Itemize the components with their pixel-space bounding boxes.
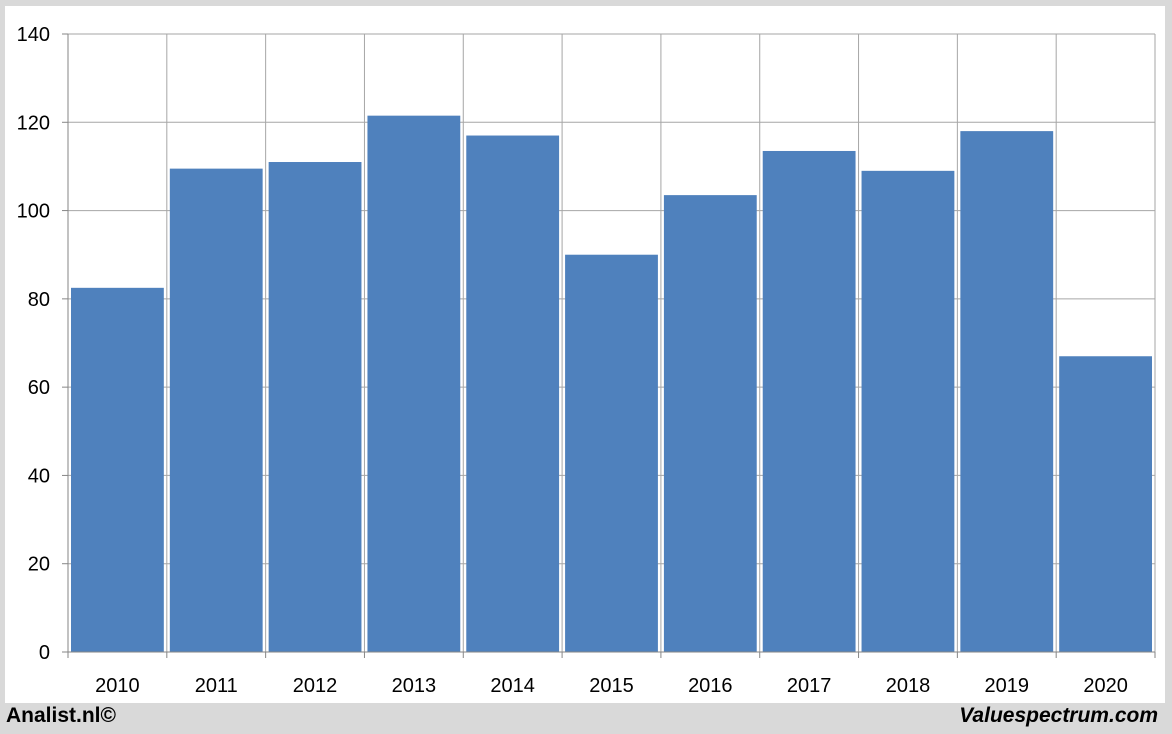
bar-2010 (71, 287, 164, 652)
y-tick-label: 0 (39, 642, 50, 664)
valuespectrum-credit: Valuespectrum.com (959, 704, 1158, 727)
y-tick-label: 60 (28, 377, 50, 399)
bar-2018 (861, 170, 955, 653)
bar-2019 (960, 131, 1054, 653)
bar-2016 (663, 195, 757, 652)
bar-2015 (565, 254, 658, 652)
x-tick-labels: 2010 2011 2012 2013 2014 2015 2016 2017 2018 2019… (95, 675, 1128, 697)
bar-2012 (268, 162, 362, 652)
bar-2013 (367, 115, 461, 652)
x-tick-label: 2018 (886, 675, 931, 697)
x-tick-label: 2016 (688, 675, 733, 697)
chart-area: 0 20 40 60 80 100 120 140 2010 2011 2012 2013 2014 2… (5, 6, 1165, 703)
bar-2020 (1059, 356, 1152, 652)
y-tick-label: 20 (28, 554, 50, 576)
y-tick-label: 80 (28, 289, 50, 311)
bars (71, 115, 1152, 653)
x-tick-label: 2017 (787, 675, 832, 697)
x-tick-label: 2019 (985, 675, 1030, 697)
x-tick-label: 2010 (95, 675, 140, 697)
y-tick-label: 120 (17, 112, 50, 134)
x-tick-label: 2014 (490, 675, 535, 697)
bar-2011 (169, 168, 263, 652)
axes (62, 33, 1156, 658)
y-tick-label: 100 (17, 201, 50, 223)
x-tick-label: 2015 (589, 675, 634, 697)
x-tick-label: 2012 (293, 675, 338, 697)
x-tick-label: 2011 (195, 675, 238, 697)
bar-2014 (466, 135, 560, 652)
y-tick-label: 140 (17, 24, 50, 46)
y-tick-labels: 0 20 40 60 80 100 120 140 (17, 24, 50, 664)
bar-2017 (762, 150, 856, 652)
y-tick-label: 40 (28, 465, 50, 487)
x-tick-label: 2020 (1083, 675, 1128, 697)
analist-credit: Analist.nl© (6, 704, 116, 727)
x-tick-label: 2013 (392, 675, 437, 697)
